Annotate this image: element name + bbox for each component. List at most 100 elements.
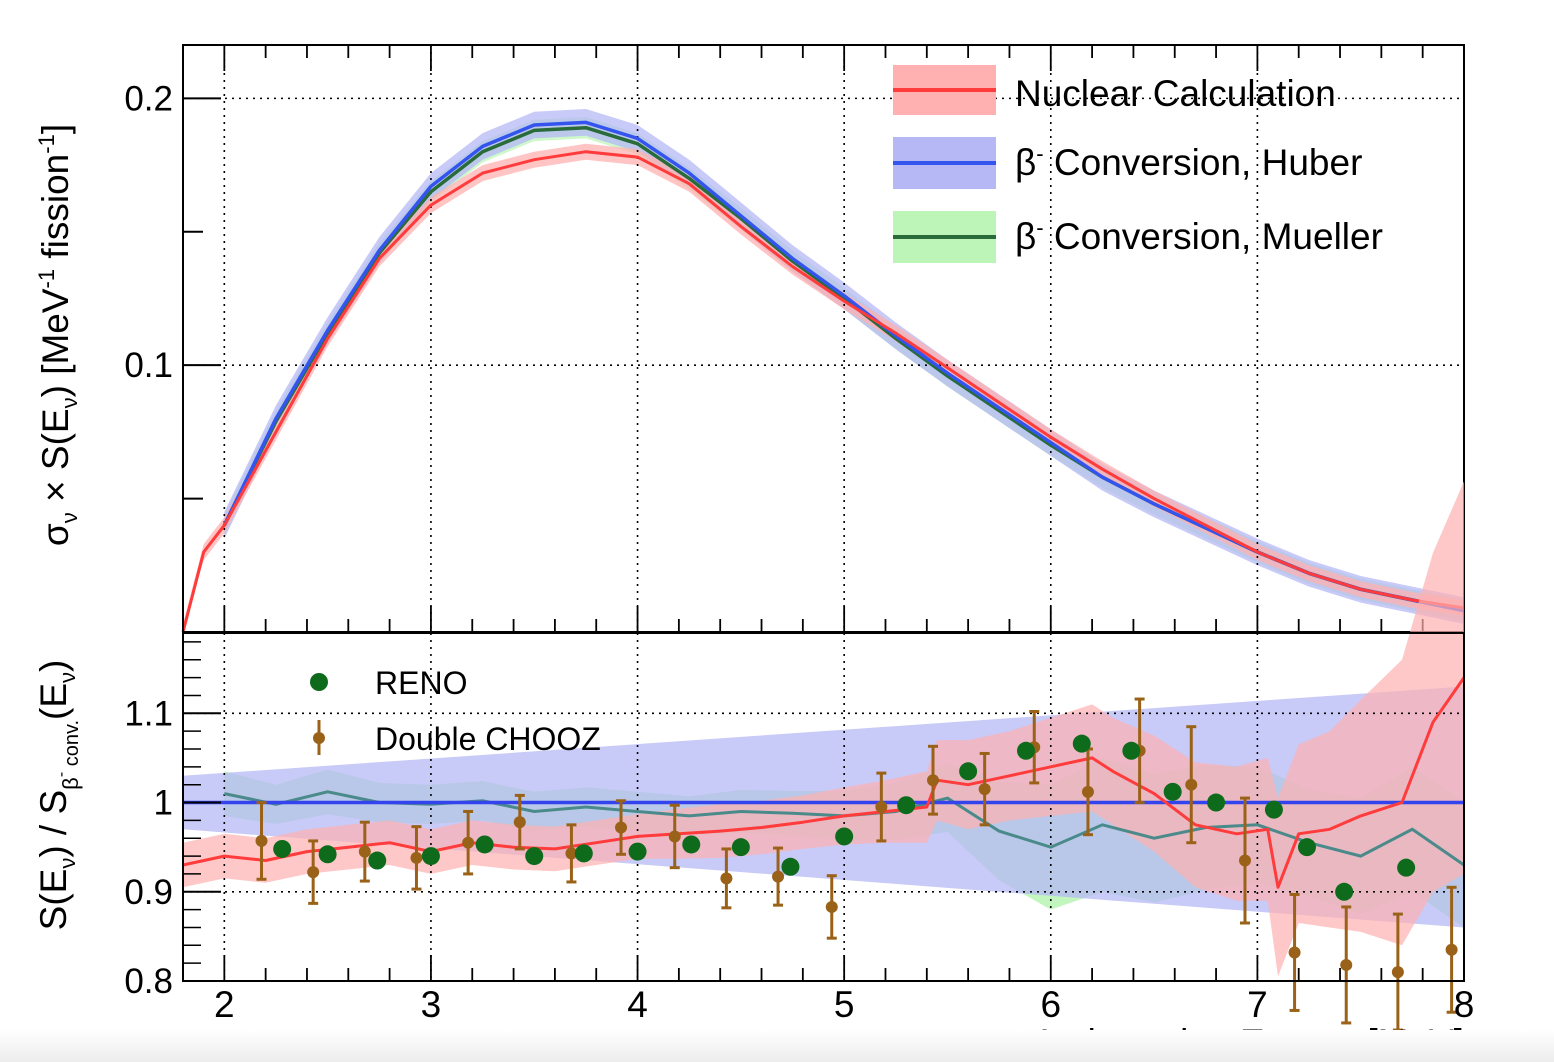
reno-point <box>1072 734 1091 753</box>
reno-point <box>897 796 916 815</box>
window-edge-fade <box>0 1030 1554 1062</box>
ratio-ytick-label-2: 0.9 <box>124 873 173 912</box>
double-chooz-marker <box>1238 854 1251 867</box>
legend-entry-nuclear: Nuclear Calculation <box>893 65 1336 115</box>
reno-point <box>421 847 440 866</box>
double-chooz-marker <box>875 801 888 813</box>
reno-point <box>628 842 647 861</box>
reno-point <box>475 835 494 854</box>
double-chooz-point <box>255 801 268 881</box>
legend-label-mueller: β- Conversion, Mueller <box>1015 215 1383 257</box>
double-chooz-point <box>1445 885 1458 1014</box>
reno-point <box>525 847 544 866</box>
double-chooz-point <box>615 799 628 856</box>
double-chooz-marker <box>410 851 423 864</box>
double-chooz-point <box>772 846 785 907</box>
reno-point <box>1297 838 1316 857</box>
spectrum-ytick-label-0: 0.2 <box>124 79 173 118</box>
double-chooz-marker <box>927 774 940 787</box>
ratio-grid <box>183 633 1464 981</box>
ratio-data-points <box>255 697 1458 1032</box>
spectrum-panel: 0.2 0.1 Nuclear Calculation β- Conversion… <box>34 44 1465 633</box>
double-chooz-point <box>307 839 320 905</box>
double-chooz-marker <box>1391 966 1404 979</box>
double-chooz-marker <box>1081 785 1094 798</box>
reno-point <box>574 844 593 863</box>
double-chooz-point <box>978 751 991 827</box>
reno-point <box>731 838 750 857</box>
spectrum-frame <box>182 44 1465 633</box>
ratio-ytick-label-0: 1.1 <box>124 694 173 733</box>
ratio-y-axis-label: S(Eν) / Sβ- conv.(Eν) <box>33 660 83 931</box>
x-tick-label-4: 6 <box>1040 984 1061 1025</box>
spectrum-grid <box>183 45 1464 632</box>
double-chooz-point <box>1238 796 1251 925</box>
x-tick-label-3: 5 <box>834 984 855 1025</box>
ratio-band-nuclear <box>183 481 1464 977</box>
reno-point <box>368 851 387 870</box>
reno-point <box>1335 882 1354 901</box>
legend-entry-mueller: β- Conversion, Mueller <box>893 211 1383 263</box>
double-chooz-marker <box>307 866 320 879</box>
reno-point <box>318 845 337 864</box>
legend-label-reno: RENO <box>375 665 467 701</box>
double-chooz-marker <box>1288 946 1301 959</box>
x-tick-label-6: 8 <box>1454 984 1475 1025</box>
x-tick-label-0: 2 <box>214 984 235 1025</box>
double-chooz-marker <box>1445 943 1458 956</box>
spectrum-axis-ticks: 0.2 0.1 <box>124 45 1424 632</box>
double-chooz-point <box>668 803 681 870</box>
legend-marker-dchooz-dot <box>313 732 325 744</box>
double-chooz-marker <box>358 845 371 858</box>
reno-point <box>1207 793 1226 812</box>
double-chooz-point <box>410 825 423 891</box>
double-chooz-point <box>1288 892 1301 1012</box>
double-chooz-point <box>462 809 475 876</box>
double-chooz-point <box>875 771 888 843</box>
double-chooz-marker <box>255 834 268 847</box>
ratio-ytick-label-1: 1 <box>154 784 173 823</box>
reno-point <box>1016 741 1035 760</box>
double-chooz-marker <box>513 816 526 829</box>
reno-point <box>1264 800 1283 819</box>
double-chooz-marker <box>565 847 578 860</box>
double-chooz-marker <box>615 821 628 834</box>
double-chooz-marker <box>1340 958 1353 971</box>
x-tick-label-5: 7 <box>1247 984 1268 1025</box>
x-tick-label-2: 4 <box>627 984 648 1025</box>
reno-point <box>959 762 978 781</box>
reno-point <box>1163 782 1182 801</box>
spectrum-ytick-label-1: 0.1 <box>124 346 173 385</box>
double-chooz-point <box>927 744 940 816</box>
double-chooz-marker <box>772 870 785 883</box>
double-chooz-marker <box>462 836 475 849</box>
legend-marker-reno <box>310 673 328 691</box>
double-chooz-point <box>1340 905 1353 1025</box>
ratio-panel: 1.1 1 0.9 0.8 2 3 4 5 6 7 8 RENO Double CHOOZ S(Eν… <box>33 481 1474 1062</box>
reno-point <box>273 839 292 858</box>
legend-label-huber: β- Conversion, Huber <box>1015 141 1362 183</box>
double-chooz-marker <box>668 830 681 843</box>
spectrum-line-0 <box>181 150 1465 633</box>
double-chooz-marker <box>720 872 733 885</box>
x-tick-label-1: 3 <box>421 984 442 1025</box>
double-chooz-point <box>513 793 526 851</box>
double-chooz-marker <box>1185 778 1198 791</box>
spectrum-lines <box>181 120 1465 633</box>
double-chooz-point <box>358 820 371 883</box>
reno-point <box>682 835 701 854</box>
double-chooz-point <box>720 847 733 910</box>
legend-label-dchooz: Double CHOOZ <box>375 721 601 757</box>
ratio-frame <box>182 632 1465 982</box>
legend-label-nuclear: Nuclear Calculation <box>1015 73 1336 114</box>
ratio-axis-ticks: 1.1 1 0.9 0.8 2 3 4 5 6 7 8 <box>124 641 1475 1025</box>
double-chooz-marker <box>825 900 838 913</box>
spectrum-bands <box>183 109 1464 632</box>
double-chooz-point <box>565 823 578 884</box>
ratio-legend: RENO Double CHOOZ <box>310 665 601 757</box>
spectrum-legend: Nuclear Calculation β- Conversion, Huber… <box>893 65 1383 263</box>
ratio-ytick-label-3: 0.8 <box>124 962 173 1001</box>
reno-point <box>835 827 854 846</box>
spectrum-line-1 <box>222 120 1465 613</box>
